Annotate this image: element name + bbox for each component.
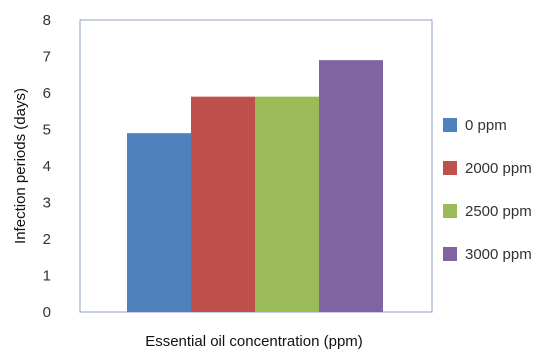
y-tick-label: 1 [43, 268, 51, 285]
bar-0-ppm [127, 133, 191, 312]
y-axis-ticks: 0 1 2 3 4 5 6 7 8 [43, 12, 51, 321]
y-tick-label: 7 [43, 49, 51, 66]
y-tick-label: 6 [43, 85, 51, 102]
legend-label: 2000 ppm [465, 160, 532, 177]
legend: 0 ppm 2000 ppm 2500 ppm 3000 ppm [443, 117, 532, 263]
legend-label: 2500 ppm [465, 203, 532, 220]
legend-label: 0 ppm [465, 117, 507, 134]
legend-swatch [443, 161, 457, 175]
y-tick-label: 4 [43, 158, 51, 175]
legend-swatch [443, 247, 457, 261]
y-tick-label: 8 [43, 12, 51, 29]
bar-3000-ppm [319, 60, 383, 313]
y-axis-title: Infection periods (days) [12, 88, 29, 244]
legend-swatch [443, 118, 457, 132]
y-tick-label: 3 [43, 195, 51, 212]
bar-2000-ppm [191, 96, 255, 313]
legend-label: 3000 ppm [465, 246, 532, 263]
bars-group [127, 60, 383, 313]
legend-swatch [443, 204, 457, 218]
bar-2500-ppm [255, 96, 319, 313]
y-tick-label: 5 [43, 122, 51, 139]
x-axis-title: Essential oil concentration (ppm) [145, 333, 363, 350]
y-tick-label: 2 [43, 231, 51, 248]
y-tick-label: 0 [43, 304, 51, 321]
